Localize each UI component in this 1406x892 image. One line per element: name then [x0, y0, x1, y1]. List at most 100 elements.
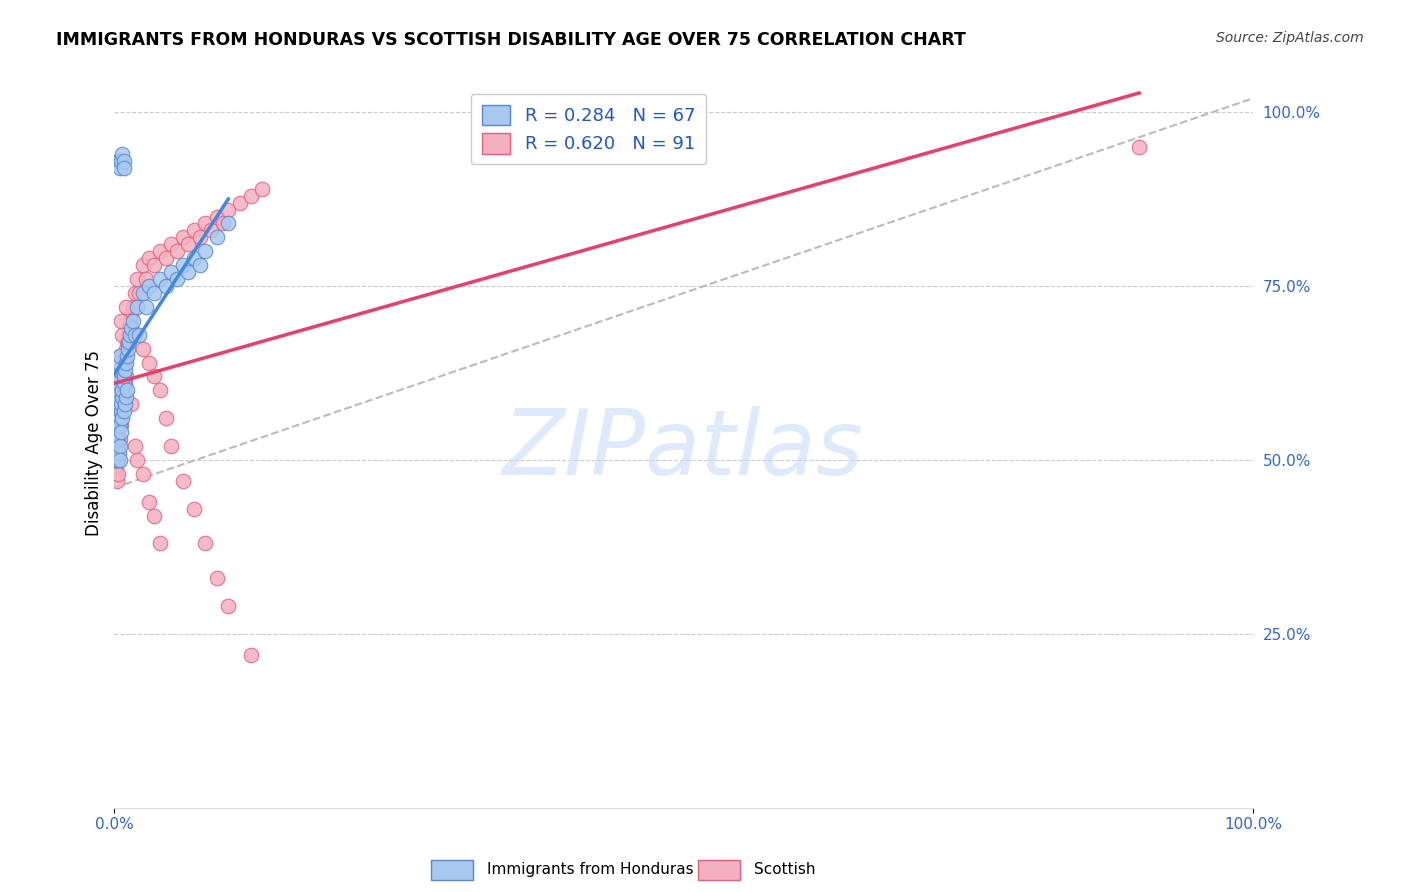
Point [121, 397, 143, 411]
Point [138, 355, 160, 369]
Point [108, 432, 131, 446]
Point [108, 355, 131, 369]
Point [1128, 140, 1150, 154]
Point [200, 223, 222, 237]
Point [217, 217, 239, 231]
Point [160, 439, 183, 453]
Point [114, 349, 136, 363]
Point [135, 272, 157, 286]
Point [217, 202, 239, 217]
Point [205, 571, 228, 585]
Point [115, 334, 138, 349]
Point [138, 494, 160, 508]
Point [104, 425, 127, 439]
Point [240, 648, 263, 662]
Point [132, 467, 155, 481]
Point [183, 223, 205, 237]
Point [120, 314, 142, 328]
Point [105, 453, 128, 467]
Point [115, 384, 138, 398]
Point [105, 418, 128, 433]
Point [105, 453, 128, 467]
Point [111, 147, 134, 161]
Point [217, 599, 239, 613]
Point [108, 349, 131, 363]
Point [112, 153, 135, 168]
Point [132, 258, 155, 272]
Point [121, 300, 143, 314]
Point [105, 404, 128, 418]
Point [128, 327, 150, 342]
Point [110, 314, 132, 328]
Point [118, 320, 141, 334]
Point [111, 390, 134, 404]
Point [108, 161, 131, 175]
Point [105, 432, 128, 446]
Point [107, 376, 129, 391]
Point [183, 252, 205, 266]
Point [107, 384, 129, 398]
Point [211, 217, 233, 231]
Point [143, 369, 166, 384]
Point [124, 286, 146, 301]
Point [149, 536, 172, 550]
Point [108, 446, 131, 460]
Point [115, 349, 138, 363]
Point [107, 439, 129, 453]
Point [149, 244, 172, 259]
Point [177, 237, 200, 252]
Point [110, 404, 132, 418]
Point [108, 411, 131, 425]
Point [111, 362, 134, 376]
Text: Scottish: Scottish [754, 863, 815, 877]
Point [205, 230, 228, 244]
Point [160, 265, 183, 279]
Point [143, 286, 166, 301]
Point [127, 272, 149, 286]
Point [252, 182, 274, 196]
Point [124, 439, 146, 453]
Point [107, 467, 129, 481]
Point [114, 300, 136, 314]
Point [110, 418, 132, 433]
Point [121, 307, 143, 321]
Point [114, 369, 136, 384]
Point [108, 369, 131, 384]
Point [166, 244, 188, 259]
Point [108, 153, 131, 168]
Point [107, 418, 129, 433]
Point [114, 397, 136, 411]
Point [172, 230, 194, 244]
Point [183, 501, 205, 516]
Point [172, 474, 194, 488]
Text: Source: ZipAtlas.com: Source: ZipAtlas.com [1216, 31, 1364, 45]
Point [121, 314, 143, 328]
Point [240, 188, 263, 202]
Point [108, 397, 131, 411]
Point [108, 432, 131, 446]
Point [111, 411, 134, 425]
Point [110, 397, 132, 411]
Point [117, 327, 139, 342]
Point [155, 279, 177, 293]
Point [107, 411, 129, 425]
Point [194, 536, 217, 550]
Point [107, 404, 129, 418]
Point [155, 252, 177, 266]
Point [149, 384, 172, 398]
Point [114, 342, 136, 356]
Point [108, 404, 131, 418]
Point [108, 390, 131, 404]
Point [117, 334, 139, 349]
Point [114, 362, 136, 376]
Point [104, 439, 127, 453]
Point [105, 425, 128, 439]
Point [149, 272, 172, 286]
Point [104, 453, 127, 467]
Point [104, 453, 127, 467]
Point [108, 453, 131, 467]
Point [111, 327, 134, 342]
Point [132, 342, 155, 356]
Text: Immigrants from Honduras: Immigrants from Honduras [486, 863, 693, 877]
Point [127, 300, 149, 314]
